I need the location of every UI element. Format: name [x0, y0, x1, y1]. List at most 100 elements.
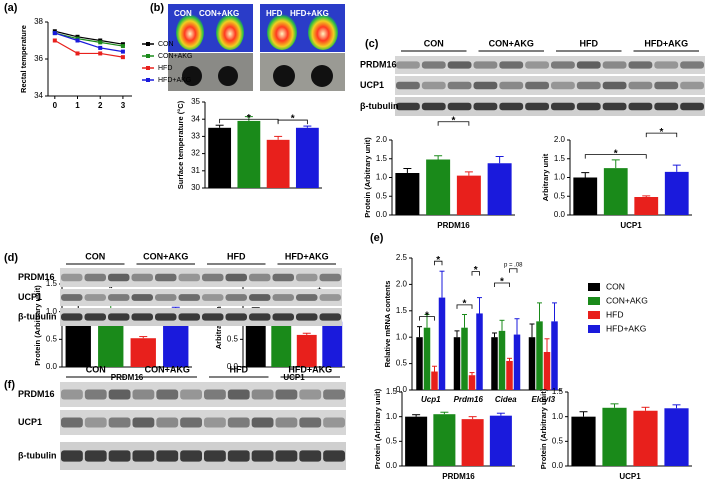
blot-band [551, 102, 575, 111]
y-tick-label: 33 [191, 132, 200, 141]
blot-group-label: HFD+AKG [288, 364, 332, 374]
y-tick-label: 1.0 [386, 412, 398, 421]
blot-band [227, 389, 250, 400]
blot-band [275, 450, 298, 462]
blot-band [178, 273, 200, 282]
y-tick-label: 1.0 [396, 332, 408, 341]
blot-band [473, 102, 498, 111]
blot-band [299, 389, 322, 400]
blot-band [61, 389, 83, 400]
bar [433, 414, 456, 466]
blot-group-label: HFD [230, 364, 249, 374]
y-axis-label: Rectal temperature [19, 25, 28, 93]
blot-group-label: HFD+AKG [285, 251, 329, 261]
blot-band [249, 294, 271, 301]
blot-band [108, 313, 130, 321]
bar [487, 163, 512, 215]
significance-bracket [494, 282, 510, 287]
blot-band [84, 313, 106, 321]
blot-band [61, 294, 83, 301]
blot-band [296, 294, 318, 301]
legend-marker [146, 42, 150, 46]
blot-band [84, 294, 106, 301]
blot-band [396, 102, 420, 111]
panel-label: (d) [4, 252, 18, 264]
blot-band [155, 294, 177, 301]
panel-label: (f) [4, 379, 15, 391]
series-line [54, 32, 124, 47]
significance-bracket [509, 268, 518, 273]
blot-band [204, 450, 226, 462]
blot-band [225, 273, 247, 282]
y-tick-label: 1.0 [46, 307, 58, 316]
marker [52, 38, 57, 43]
thermal-label: HFD [266, 9, 283, 18]
blot-band [249, 273, 271, 282]
blot-band [299, 417, 322, 428]
blot-group-label: CON [85, 251, 105, 261]
blot-band [108, 450, 131, 462]
blot-band [156, 450, 179, 462]
thermal-label: CON [174, 9, 192, 18]
blot-band [178, 313, 200, 321]
y-tick-label: 30 [191, 183, 200, 192]
blot-strip [60, 410, 346, 435]
y-tick-label: 0.0 [396, 385, 408, 394]
blot-band [275, 417, 298, 428]
marker [75, 51, 80, 56]
blot-group-label: CON+AKG [145, 364, 190, 374]
y-tick-label: 0.0 [227, 362, 239, 371]
bar [476, 313, 483, 390]
marker [52, 31, 57, 36]
y-axis-label: Protein (Arbitrary unit) [373, 388, 382, 469]
blot-band [61, 417, 83, 428]
legend-swatch [588, 283, 600, 291]
blot-row-label: PRDM16 [18, 389, 55, 399]
blot-band [499, 81, 524, 90]
bar [506, 360, 513, 390]
bar [664, 408, 689, 466]
blot-row-label: β-tubulin [360, 101, 398, 111]
blot-band [227, 417, 250, 428]
bar [513, 334, 521, 390]
blot-band [654, 61, 679, 69]
y-tick-label: 1.5 [46, 279, 58, 288]
blot-strip [395, 76, 705, 95]
bar [296, 334, 317, 367]
blot-band [225, 313, 247, 321]
blot-band [180, 389, 202, 400]
y-tick-label: 36 [34, 54, 43, 63]
x-tick-label: 0 [53, 101, 58, 110]
blot-band [272, 294, 294, 301]
bar [571, 416, 596, 466]
bar [536, 321, 543, 390]
blot-strip [60, 308, 342, 326]
x-axis-label: UCP1 [619, 472, 641, 481]
thermal-label: CON+AKG [199, 9, 239, 18]
blot-band [473, 61, 498, 69]
bar [431, 371, 438, 390]
y-tick-label: 1.5 [396, 306, 408, 315]
bar [456, 175, 481, 215]
blot-band [654, 81, 679, 90]
bar [322, 321, 343, 367]
blot-band [108, 417, 131, 428]
significance-label: * [109, 283, 113, 294]
blot-band [396, 61, 420, 69]
significance-bracket [434, 260, 443, 266]
significance-label: * [425, 310, 429, 321]
blot-band [272, 273, 294, 282]
blot-band [680, 102, 704, 111]
blot-band [251, 417, 274, 428]
bar [416, 337, 423, 390]
marker [75, 38, 80, 43]
bar [633, 410, 658, 466]
blot-band [323, 417, 345, 428]
significance-label: * [247, 113, 251, 124]
significance-label: * [474, 265, 478, 276]
significance-label: * [291, 114, 295, 125]
blot-band [84, 389, 107, 400]
y-tick-label: 32 [191, 149, 200, 158]
blot-band [132, 450, 155, 462]
legend-label: CON+AKG [606, 295, 648, 305]
